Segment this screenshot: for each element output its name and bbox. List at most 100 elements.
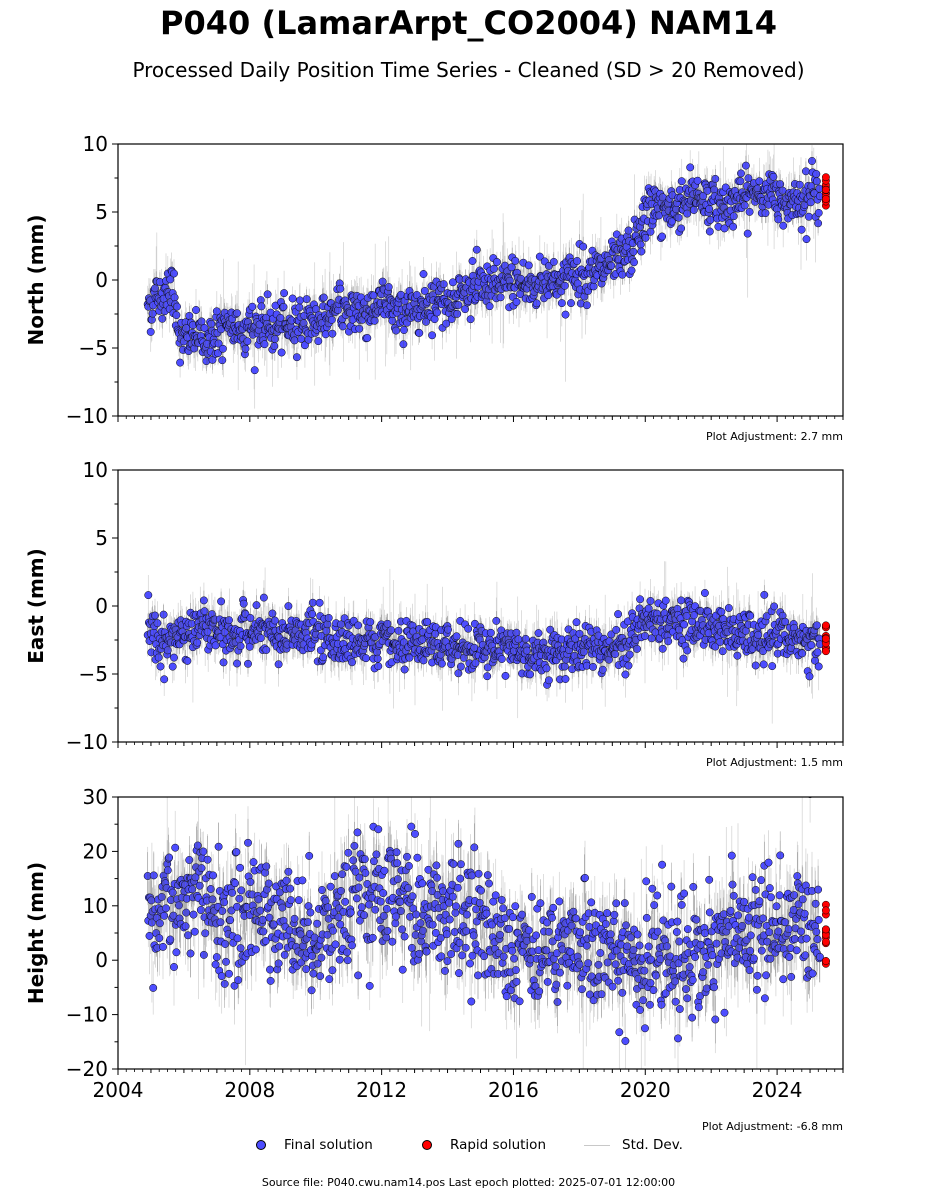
final-point: [299, 319, 308, 328]
final-point: [288, 294, 297, 303]
final-solution-points: [143, 589, 824, 689]
final-point: [430, 315, 439, 324]
final-point: [200, 324, 209, 332]
final-point: [572, 618, 581, 627]
plot-area: [143, 144, 830, 409]
final-point: [492, 258, 501, 266]
rapid-point: [821, 195, 830, 203]
final-point: [774, 215, 783, 224]
final-point: [486, 628, 495, 637]
final-point: [720, 224, 729, 233]
final-point: [729, 222, 738, 231]
final-point: [636, 595, 645, 604]
std-dev-band: [147, 151, 820, 371]
chart-subtitle: Processed Daily Position Time Series - C…: [132, 58, 805, 82]
final-point: [468, 257, 477, 265]
final-point: [250, 366, 259, 375]
final-point: [812, 170, 821, 178]
final-point: [644, 604, 653, 613]
final-point: [437, 659, 446, 668]
final-point: [561, 310, 570, 319]
final-point: [433, 308, 441, 317]
final-point: [630, 258, 638, 267]
final-point: [700, 589, 709, 597]
final-point: [200, 607, 209, 616]
final-point: [172, 311, 181, 320]
final-point: [682, 612, 691, 620]
final-point: [270, 342, 279, 351]
final-point: [534, 629, 543, 638]
rapid-point: [821, 173, 830, 182]
final-point: [163, 646, 172, 655]
final-point: [814, 208, 823, 217]
final-point: [561, 675, 570, 683]
final-point: [496, 293, 505, 302]
final-point: [321, 330, 330, 339]
final-point: [336, 284, 345, 293]
y-tick-label: −10: [66, 404, 108, 428]
final-point: [526, 670, 534, 679]
final-point: [183, 656, 192, 665]
final-point: [589, 282, 598, 291]
final-point: [243, 337, 252, 346]
chart-title: P040 (LamarArpt_CO2004) NAM14: [160, 4, 777, 42]
final-point: [746, 611, 755, 620]
final-point: [743, 229, 752, 238]
final-point: [256, 634, 265, 643]
final-solution-points: [143, 157, 824, 375]
final-point: [170, 269, 178, 278]
final-point: [260, 340, 269, 349]
y-axis-label: North (mm): [24, 214, 48, 345]
y-tick-label: 0: [95, 268, 108, 292]
final-point: [239, 599, 248, 608]
final-point: [736, 177, 745, 186]
final-point: [144, 591, 153, 600]
final-point: [804, 212, 813, 221]
final-point: [420, 286, 429, 295]
final-point: [461, 305, 470, 314]
final-point: [664, 637, 673, 646]
final-point: [658, 232, 667, 241]
final-point: [661, 596, 670, 605]
final-point: [705, 227, 714, 236]
final-point: [300, 341, 309, 350]
final-point: [280, 289, 289, 298]
final-point: [400, 326, 408, 334]
final-point: [621, 670, 630, 679]
final-point: [802, 235, 811, 244]
final-point: [156, 662, 165, 671]
final-point: [211, 641, 220, 650]
final-point: [212, 307, 221, 316]
final-point: [444, 625, 452, 634]
final-point: [452, 632, 461, 641]
final-point: [535, 252, 544, 261]
final-point: [641, 632, 649, 640]
final-point: [218, 344, 227, 353]
final-point: [485, 302, 494, 311]
final-point: [693, 176, 702, 185]
final-point: [160, 675, 169, 684]
panel-1: −10 −5 0 5 10 North (mm) Plot Adjustment: 2.7 …: [24, 132, 844, 443]
final-point: [511, 256, 520, 265]
final-point: [544, 291, 553, 300]
final-point: [686, 163, 695, 172]
y-tick-label: 10: [83, 132, 108, 156]
final-point: [296, 296, 304, 305]
final-point: [315, 598, 324, 607]
final-point: [419, 270, 428, 278]
final-point: [512, 628, 521, 637]
final-point: [689, 206, 698, 214]
final-point: [524, 261, 533, 270]
final-point: [170, 653, 178, 662]
y-tick-label: −5: [79, 336, 108, 360]
final-point: [769, 172, 778, 181]
final-point: [614, 610, 623, 619]
final-point: [797, 225, 806, 234]
final-point: [627, 266, 636, 275]
final-point: [501, 671, 510, 680]
final-point: [146, 327, 155, 336]
final-point: [497, 655, 506, 663]
final-point: [277, 348, 286, 357]
